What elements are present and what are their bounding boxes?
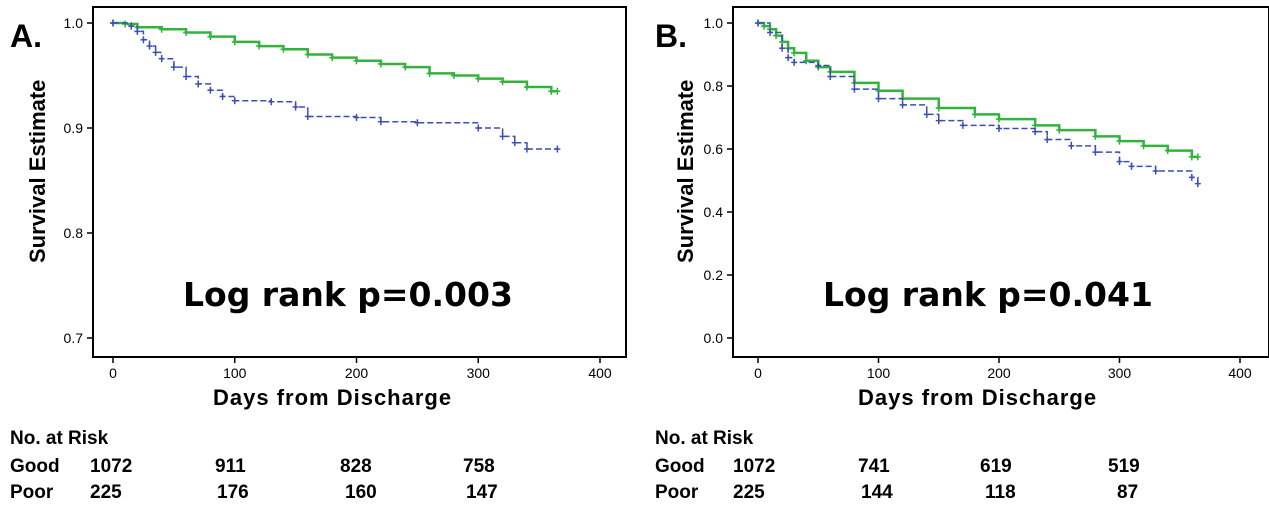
risk-value: 118 xyxy=(985,482,1016,503)
risk-value: 147 xyxy=(466,482,498,503)
risk-value: 225 xyxy=(733,482,765,503)
y-tick-label: 0.6 xyxy=(704,141,724,157)
series-line-poor xyxy=(758,22,1199,184)
x-tick-label: 300 xyxy=(467,365,491,381)
y-tick-label: 1.0 xyxy=(704,15,724,31)
x-tick-label: 200 xyxy=(345,365,369,381)
x-tick-label: 0 xyxy=(754,365,762,381)
log-rank-annotation: Log rank p=0.041 xyxy=(823,275,1153,314)
risk-value: 619 xyxy=(980,456,1012,477)
risk-value: 1072 xyxy=(733,456,776,477)
x-tick-label: 400 xyxy=(1228,365,1252,381)
y-tick-label: 0.7 xyxy=(64,330,84,346)
plot-frame xyxy=(732,6,1269,358)
censor-marks xyxy=(110,19,561,153)
risk-header: No. at Risk xyxy=(655,428,754,449)
risk-value: 160 xyxy=(345,482,377,503)
risk-value: 911 xyxy=(215,456,246,477)
y-tick-label: 0.0 xyxy=(704,330,724,346)
y-tick-label: 0.8 xyxy=(64,225,84,241)
censor-marks xyxy=(755,19,1201,188)
series-line-good xyxy=(113,21,558,93)
y-tick-label: 0.8 xyxy=(704,78,724,94)
x-tick-label: 0 xyxy=(109,365,117,381)
panel-b: B. Survival Estimate 0.0 0.2 0.4 0.6 0.8 1.0 0… xyxy=(643,0,1269,505)
risk-value: 225 xyxy=(90,482,122,503)
risk-value: 741 xyxy=(858,456,890,477)
risk-row-label: Poor xyxy=(10,482,54,503)
censor-marks xyxy=(755,19,1201,161)
y-tick-label: 1.0 xyxy=(64,15,84,31)
y-tick-label: 0.2 xyxy=(704,267,724,283)
risk-row-label: Good xyxy=(10,456,60,477)
log-rank-annotation: Log rank p=0.003 xyxy=(183,275,513,314)
series-line-good xyxy=(758,21,1198,159)
y-tick-label: 0.4 xyxy=(704,204,724,220)
risk-value: 519 xyxy=(1108,456,1140,477)
x-tick-label: 100 xyxy=(223,365,247,381)
panel-a: A. Survival Estimate 0.7 0.8 0.9 1.0 0 100 200… xyxy=(0,0,634,505)
survival-plot-b: 0.0 0.2 0.4 0.6 0.8 1.0 0 100 200 300 400 xyxy=(704,6,1269,381)
risk-value: 87 xyxy=(1117,482,1139,503)
risk-value: 758 xyxy=(463,456,495,477)
x-axis-label: Days from Discharge xyxy=(213,385,453,410)
risk-header: No. at Risk xyxy=(10,428,109,449)
panel-label: A. xyxy=(10,18,42,54)
plot-frame xyxy=(92,6,627,358)
x-tick-label: 200 xyxy=(987,365,1011,381)
y-tick-label: 0.9 xyxy=(64,120,84,136)
risk-value: 1072 xyxy=(90,456,133,477)
x-tick-label: 400 xyxy=(588,365,612,381)
risk-row-label: Good xyxy=(655,456,705,477)
risk-value: 176 xyxy=(217,482,249,503)
series-line-poor xyxy=(113,22,558,150)
risk-value: 144 xyxy=(861,482,893,503)
risk-value: 828 xyxy=(340,456,372,477)
risk-row-label: Poor xyxy=(655,482,699,503)
survival-plot-a: 0.7 0.8 0.9 1.0 0 100 200 300 400 xyxy=(64,6,627,381)
x-tick-label: 100 xyxy=(867,365,891,381)
panel-label: B. xyxy=(655,18,687,54)
x-axis-label: Days from Discharge xyxy=(858,385,1098,410)
x-tick-label: 300 xyxy=(1108,365,1132,381)
